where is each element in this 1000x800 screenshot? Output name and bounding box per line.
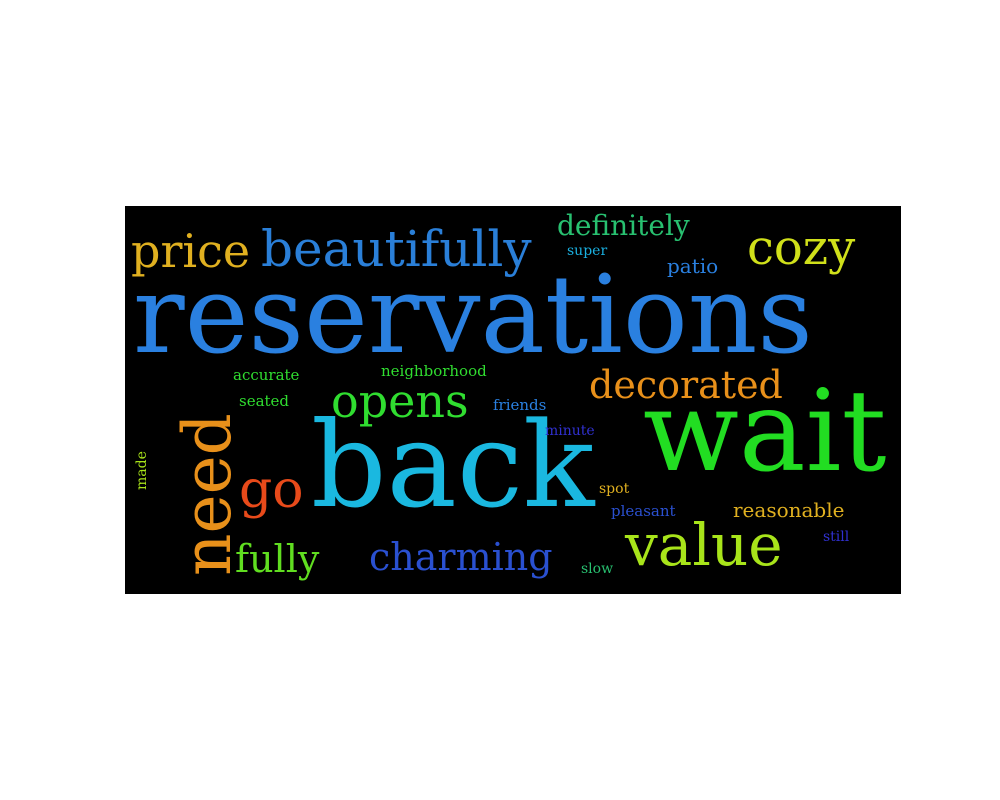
word-back: back (311, 396, 595, 534)
word-minute: minute (545, 423, 595, 439)
word-patio: patio (667, 254, 719, 278)
word-charming: charming (369, 535, 553, 579)
word-price: price (131, 224, 251, 278)
word-cloud: reservations wait back need beautifully … (125, 206, 901, 594)
word-spot: spot (599, 481, 630, 497)
word-value: value (625, 511, 783, 579)
word-made: made (134, 451, 150, 490)
word-neighborhood: neighborhood (381, 362, 487, 380)
word-cozy: cozy (747, 220, 856, 276)
word-pleasant: pleasant (611, 502, 676, 520)
word-wait: wait (643, 367, 887, 497)
word-still: still (823, 529, 850, 545)
word-slow: slow (581, 561, 614, 577)
word-need: need (169, 413, 246, 576)
word-opens: opens (331, 374, 469, 428)
word-accurate: accurate (233, 366, 300, 384)
word-reservations: reservations (133, 253, 813, 378)
word-fully: fully (235, 537, 320, 581)
word-beautifully: beautifully (261, 220, 532, 278)
word-seated: seated (239, 392, 290, 410)
word-friends: friends (493, 396, 547, 414)
word-reasonable: reasonable (733, 498, 845, 522)
word-decorated: decorated (589, 363, 783, 407)
word-super: super (567, 243, 608, 259)
word-go: go (239, 460, 304, 520)
word-definitely: definitely (557, 209, 690, 242)
